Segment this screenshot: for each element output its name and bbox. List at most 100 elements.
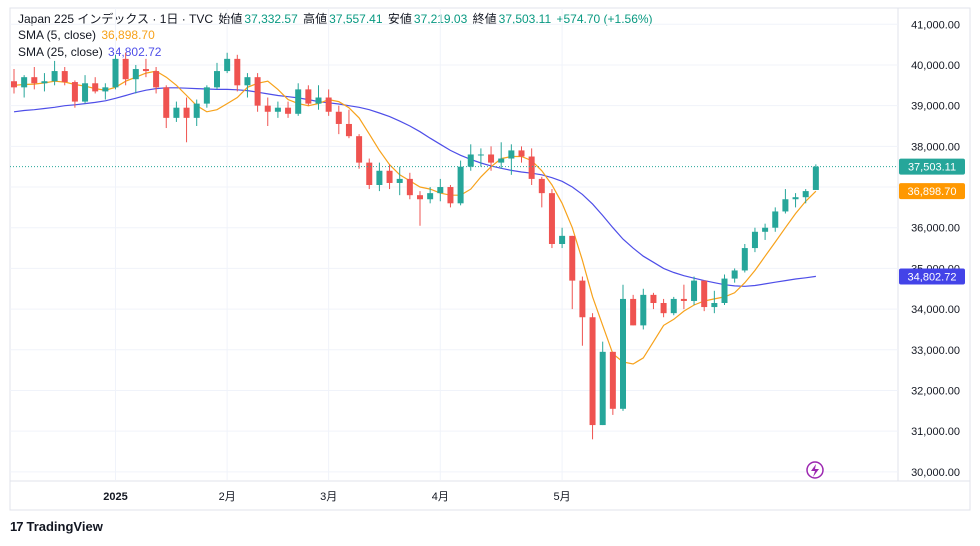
candle-body bbox=[254, 77, 261, 106]
candle-body bbox=[356, 136, 363, 163]
x-tick-label: 4月 bbox=[432, 491, 449, 503]
x-tick-label: 5月 bbox=[554, 491, 571, 503]
candle-body bbox=[802, 191, 809, 198]
candle-body bbox=[640, 294, 647, 326]
candle-body bbox=[132, 69, 139, 80]
high-value: 37,557.41 bbox=[329, 12, 383, 26]
sma5-value: 36,898.70 bbox=[101, 28, 155, 42]
candle-body bbox=[518, 150, 525, 157]
sma25-line bbox=[13, 87, 816, 287]
candle-body bbox=[427, 193, 434, 200]
candle-body bbox=[701, 280, 708, 308]
candle-body bbox=[396, 178, 403, 183]
candle-body bbox=[620, 298, 626, 409]
candle-body bbox=[264, 105, 271, 112]
candle-body bbox=[224, 58, 231, 72]
candle-body bbox=[31, 77, 38, 84]
candle-body bbox=[417, 195, 423, 200]
x-tick-label: 2月 bbox=[219, 491, 236, 503]
price-label-text: 36,898.70 bbox=[908, 186, 957, 198]
candle-body bbox=[183, 107, 190, 118]
candle-body bbox=[285, 107, 292, 114]
y-tick-label: 30,000.00 bbox=[911, 467, 960, 479]
candle-body bbox=[234, 58, 241, 86]
candle-body bbox=[559, 235, 566, 244]
candle-body bbox=[498, 158, 505, 163]
candle-body bbox=[345, 123, 352, 137]
candle-body bbox=[569, 235, 576, 281]
legend-sma25[interactable]: SMA (25, close) 34,802.72 bbox=[18, 45, 163, 59]
candle-body bbox=[173, 107, 180, 118]
price-label-box bbox=[899, 183, 965, 200]
tradingview-mark-icon: 17 bbox=[10, 519, 24, 534]
candle-body bbox=[376, 170, 383, 185]
lightning-bolt-icon bbox=[811, 464, 819, 477]
candle-body bbox=[680, 298, 687, 301]
price-label-box bbox=[899, 158, 965, 175]
candle-body bbox=[609, 351, 616, 409]
y-tick-label: 31,000.00 bbox=[911, 426, 960, 438]
candle-body bbox=[214, 71, 220, 88]
candle-body bbox=[51, 71, 58, 82]
candle-body bbox=[142, 69, 149, 72]
candle-body bbox=[477, 154, 484, 156]
y-tick-label: 33,000.00 bbox=[911, 345, 960, 357]
y-tick-label: 41,000.00 bbox=[911, 19, 960, 31]
candle-body bbox=[538, 178, 545, 194]
y-tick-label: 39,000.00 bbox=[911, 101, 960, 113]
candle-body bbox=[691, 280, 698, 301]
candle-body bbox=[599, 351, 606, 426]
close-label: 終値 bbox=[472, 12, 497, 26]
open-value: 37,332.57 bbox=[244, 12, 298, 26]
candle-body bbox=[579, 280, 586, 318]
candle-body bbox=[670, 298, 677, 314]
open-label: 始値 bbox=[218, 12, 243, 26]
candle-body bbox=[660, 303, 667, 314]
candle-body bbox=[41, 81, 48, 84]
candle-body bbox=[548, 193, 555, 244]
change-value: +574.70 (+1.56%) bbox=[556, 12, 653, 26]
x-tick-label: 2025 bbox=[103, 491, 127, 503]
y-tick-label: 32,000.00 bbox=[911, 385, 960, 397]
candle-body bbox=[782, 199, 789, 212]
candle-body bbox=[112, 58, 119, 88]
candle-body bbox=[589, 317, 596, 426]
candle-body bbox=[457, 166, 464, 204]
price-label-text: 34,802.72 bbox=[908, 271, 957, 283]
candle-body bbox=[71, 82, 78, 102]
candle-body bbox=[61, 71, 68, 83]
price-label-box bbox=[899, 268, 965, 285]
tradingview-name: TradingView bbox=[26, 519, 103, 534]
candle-body bbox=[508, 150, 515, 159]
chart-frame bbox=[9, 7, 971, 511]
high-label: 高値 bbox=[303, 12, 328, 26]
candle-body bbox=[11, 81, 17, 88]
candle-body bbox=[92, 83, 99, 92]
candle-body bbox=[295, 89, 302, 114]
candle-body bbox=[488, 154, 495, 163]
candle-body bbox=[366, 162, 373, 185]
candle-body bbox=[315, 97, 322, 104]
y-tick-label: 40,000.00 bbox=[911, 60, 960, 72]
candle-body bbox=[153, 71, 160, 88]
y-tick-label: 34,000.00 bbox=[911, 304, 960, 316]
candle-body bbox=[711, 303, 718, 308]
sma25-value: 34,802.72 bbox=[108, 45, 162, 59]
candle-body bbox=[325, 97, 332, 112]
legend-sma5[interactable]: SMA (5, close) 36,898.70 bbox=[18, 28, 157, 42]
candle-body bbox=[650, 294, 657, 303]
candle-body bbox=[203, 87, 210, 104]
candle-body bbox=[244, 77, 251, 86]
tradingview-logo[interactable]: 17 TradingView bbox=[10, 519, 103, 534]
candle-body bbox=[772, 211, 779, 228]
close-value: 37,503.11 bbox=[498, 12, 552, 26]
candle-body bbox=[82, 83, 89, 102]
price-label-text: 37,503.11 bbox=[908, 162, 956, 174]
sma5-line bbox=[13, 70, 817, 365]
candle-body bbox=[305, 89, 312, 104]
candle-body bbox=[792, 197, 799, 200]
candle-body bbox=[812, 166, 819, 190]
candle-body bbox=[335, 111, 342, 124]
candle-body bbox=[406, 178, 413, 196]
